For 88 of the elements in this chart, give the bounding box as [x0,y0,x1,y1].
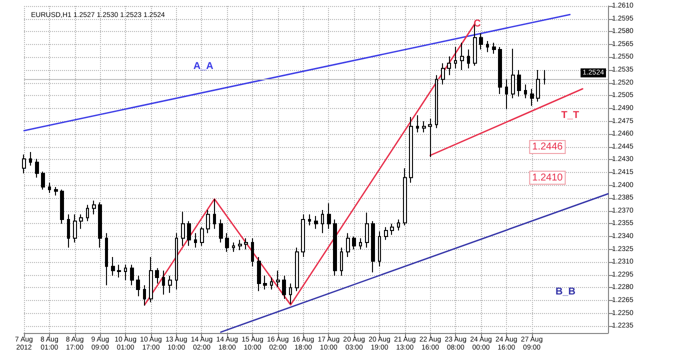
candlestick [543,70,546,86]
candlestick [301,214,305,258]
candlestick [486,40,489,53]
candlestick [359,238,362,250]
candlestick [511,48,515,99]
candlestick [41,171,45,190]
candlestick [517,70,521,97]
candlestick [447,56,451,76]
series-label: T_T [561,110,580,122]
candlestick [105,232,108,286]
candlestick [492,42,496,54]
candlestick [130,264,134,286]
candlestick [67,214,70,248]
candlestick [308,214,311,226]
candlestick [384,226,388,240]
candlestick [416,114,419,133]
candlestick [111,256,115,276]
candlestick [314,216,318,230]
candlestick [86,204,89,222]
candlestick [409,116,413,184]
candlestick [530,88,534,106]
candlestick [48,182,51,194]
candlestick [257,256,261,292]
candlestick [54,186,58,196]
candlestick [454,46,457,69]
candlestick [181,211,185,246]
candlestick [29,151,32,166]
candlestick [536,70,540,102]
candlestick [435,74,438,129]
candlestick [22,154,26,174]
candlestick [282,275,286,300]
candlestick [340,247,343,276]
candlestick [149,256,153,303]
candlestick [460,42,464,71]
candlestick [162,270,165,296]
candlestick [346,232,350,258]
candlestick [168,275,172,294]
candlestick [498,46,502,94]
series-label: C [474,18,481,30]
candlestick [321,210,324,234]
annotation: 1.2446 [532,142,564,153]
candlestick [428,118,432,158]
candlestick [352,236,356,250]
candlestick [333,218,337,276]
candlestick [244,238,248,250]
candlestick [194,232,197,248]
candlestick [251,238,254,267]
candlestick [238,239,242,251]
candlestick [270,277,273,290]
candlestick [225,232,229,252]
candlestick [206,210,210,234]
candlestick [263,275,267,290]
text: B_B [555,286,576,298]
candlestick [479,32,483,50]
candlestick [276,270,280,288]
candlestick [187,220,191,246]
candlestick [378,230,381,267]
candlestick [60,189,64,224]
candlestick [365,212,369,248]
candlestick [155,268,159,284]
candlestick [232,242,235,252]
annotation: 1.2410 [532,172,564,184]
candlestick [35,158,39,178]
series-label: A_A [193,61,214,72]
candlestick [124,264,127,281]
candlestick [295,247,299,292]
candlestick [390,223,394,236]
candlestick [289,282,292,304]
candlestick [327,202,331,230]
candlestick [441,62,445,86]
candlestick [136,275,140,297]
candlestick [505,78,508,110]
candlestick [175,232,178,290]
candlestick [219,218,223,243]
candlestick [403,168,407,226]
candlestick [143,284,146,306]
candlestick [98,202,102,248]
candlestick [200,226,204,246]
candlestick [79,214,83,230]
candlestick [213,198,216,230]
candlestick [524,84,527,99]
candlestick [397,218,400,232]
candlestick [422,120,426,133]
candlestick [73,214,77,243]
candlestick [371,220,375,273]
candlestick [467,49,470,69]
candlestick [92,200,96,215]
candlestick [117,264,121,278]
